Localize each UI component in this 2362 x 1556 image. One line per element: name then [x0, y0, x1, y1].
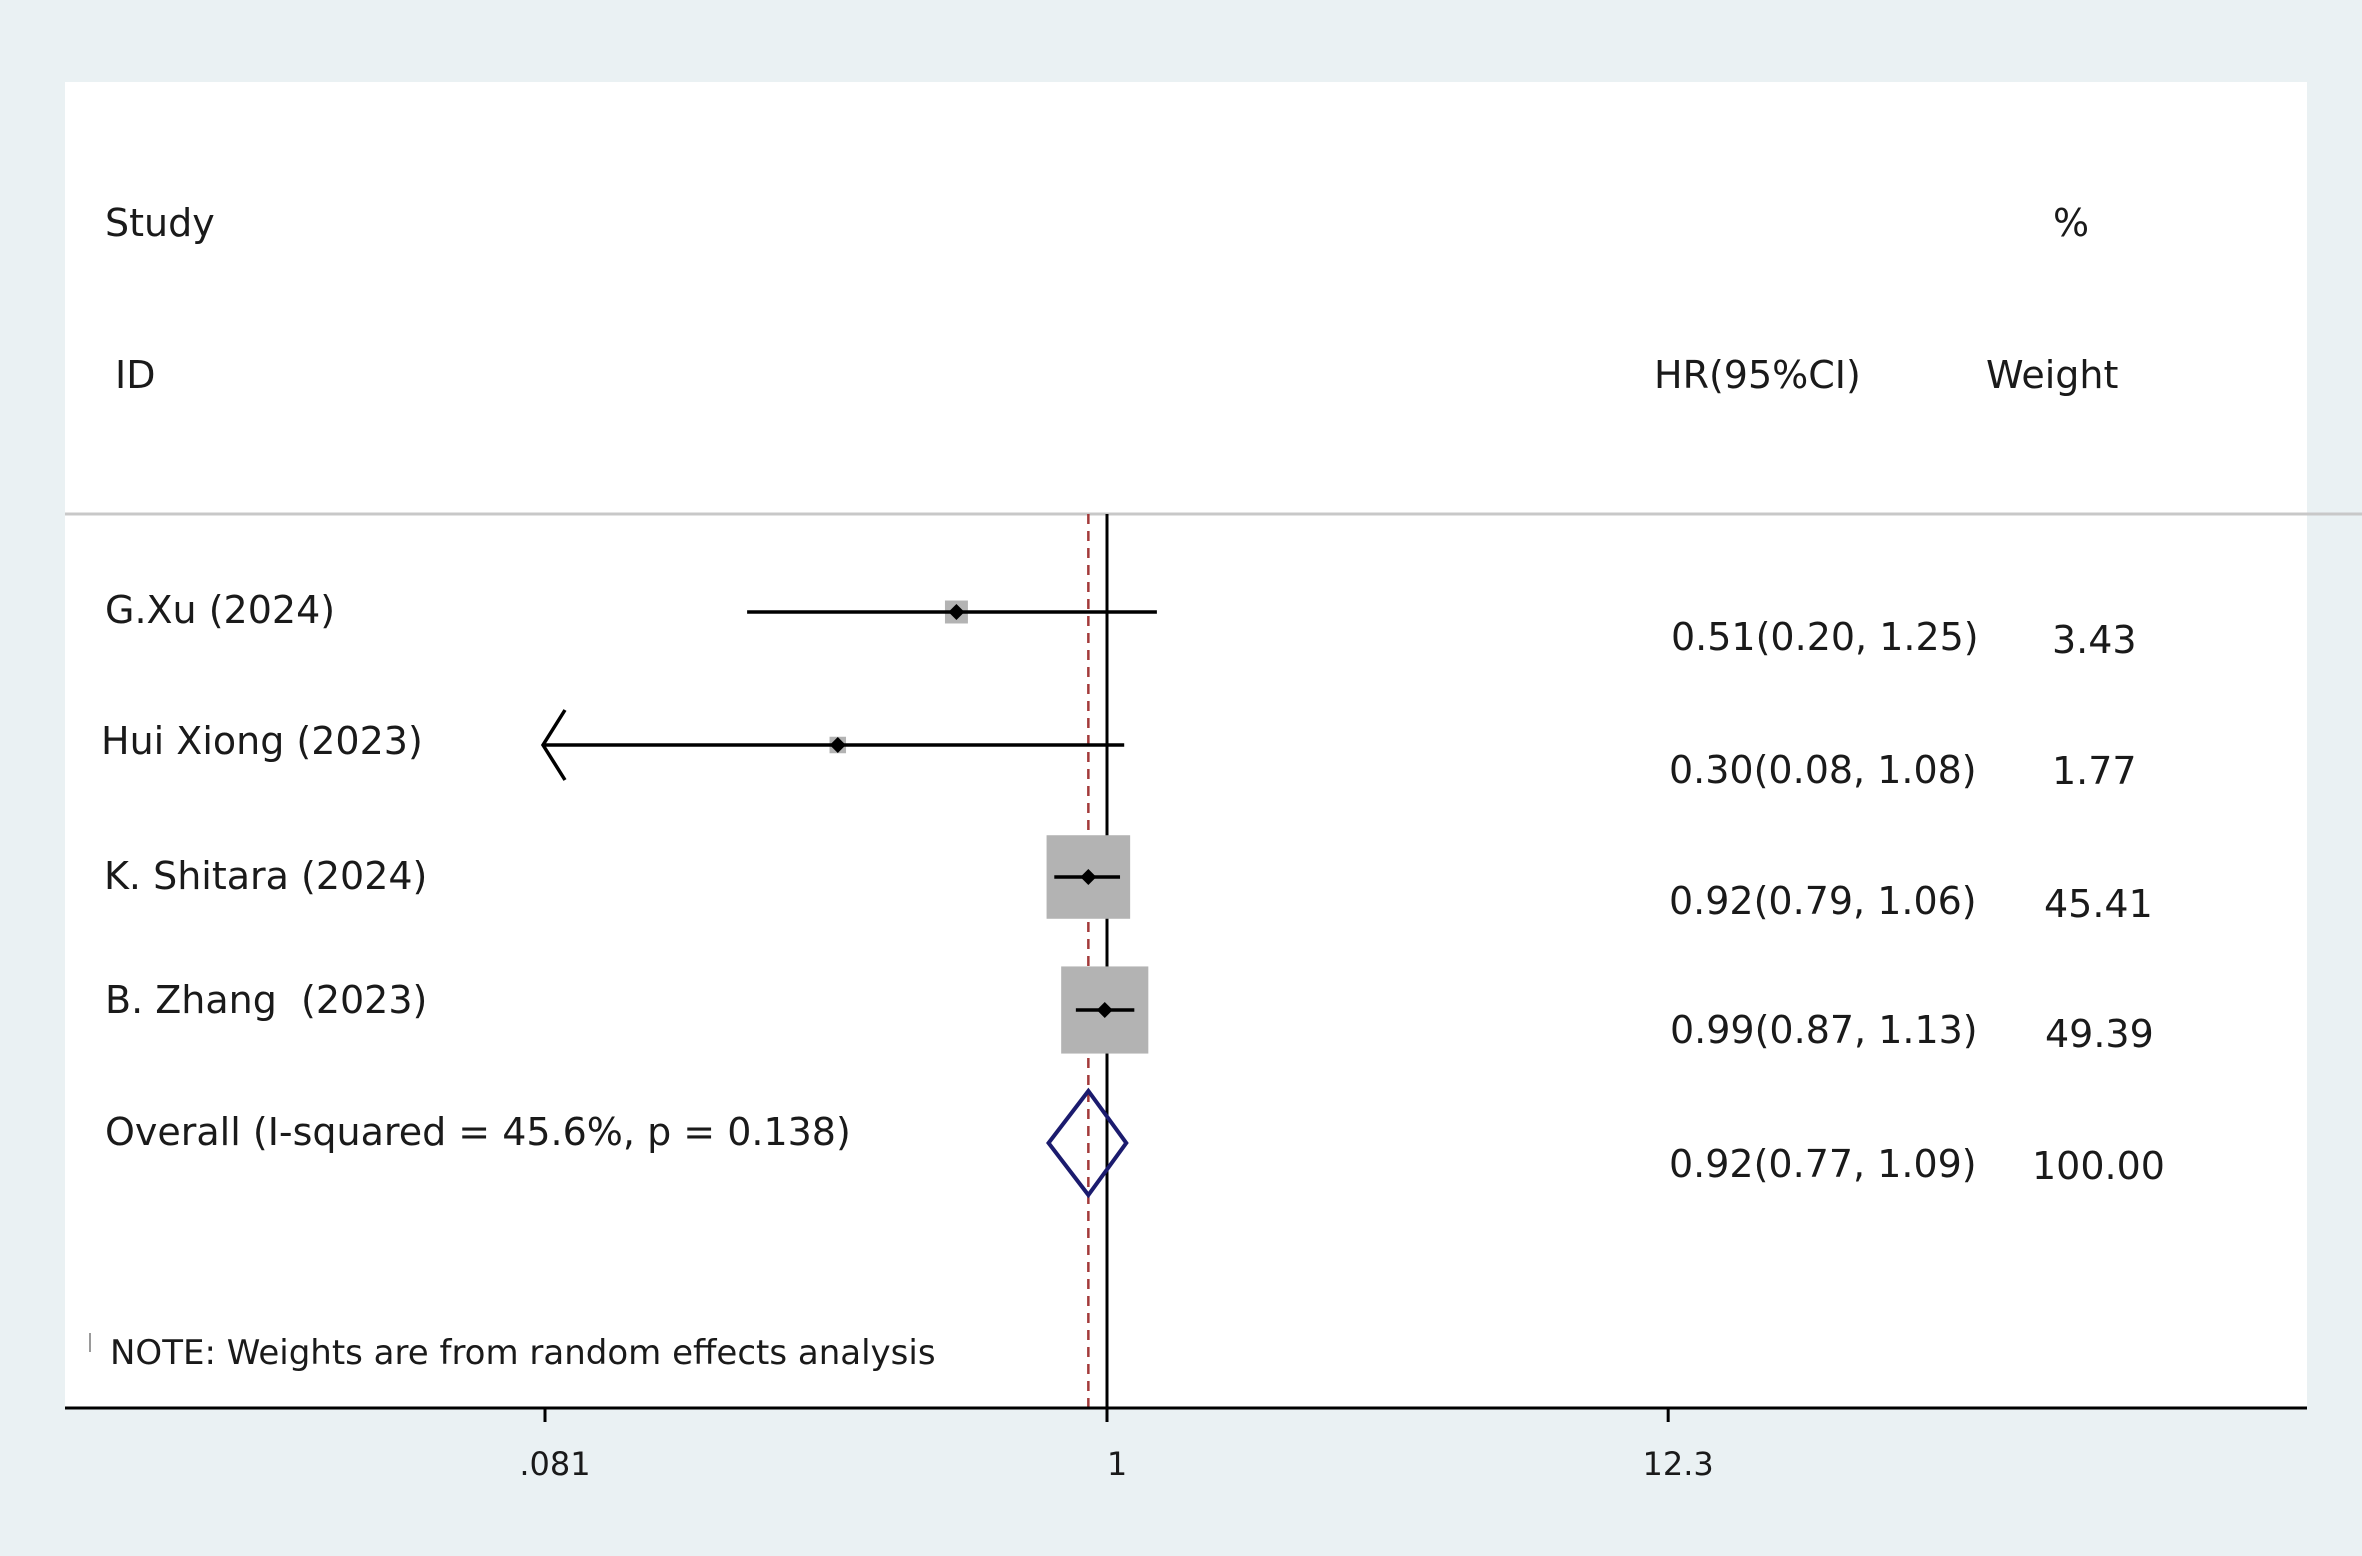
weight-header: Weight	[1986, 353, 2119, 397]
x-tick-label: .081	[519, 1445, 590, 1483]
study-label: Hui Xiong (2023)	[101, 719, 423, 763]
point-estimate	[829, 737, 846, 753]
id-header: ID	[115, 353, 156, 397]
study-label: K. Shitara (2024)	[104, 854, 428, 898]
overall-diamond	[1046, 1087, 1129, 1199]
percent-header: %	[2053, 201, 2090, 245]
overall-weight-text: 100.00	[2032, 1144, 2165, 1188]
study-label: B. Zhang (2023)	[105, 978, 428, 1022]
x-tick-label: 1	[1107, 1445, 1127, 1483]
study-weight-text: 1.77	[2052, 749, 2137, 793]
study-label: G.Xu (2024)	[105, 588, 336, 632]
point-estimate	[1096, 1002, 1113, 1018]
overall-label: Overall (I-squared = 45.6%, p = 0.138)	[105, 1110, 851, 1154]
note-text: NOTE: Weights are from random effects an…	[110, 1333, 936, 1373]
point-estimate	[948, 604, 965, 620]
study-ci-text: 0.92(0.79, 1.06)	[1669, 879, 1977, 923]
point-estimate	[1080, 869, 1097, 885]
x-tick-label: 12.3	[1643, 1445, 1714, 1483]
effect-header: HR(95%CI)	[1654, 353, 1861, 397]
study-ci-text: 0.30(0.08, 1.08)	[1669, 748, 1977, 792]
overall-ci-text: 0.92(0.77, 1.09)	[1669, 1142, 1977, 1186]
ci-arrow-left	[540, 709, 567, 781]
study-header: Study	[105, 201, 215, 245]
plot-panel	[65, 82, 2307, 1409]
study-ci-text: 0.99(0.87, 1.13)	[1670, 1008, 1978, 1052]
study-weight-text: 45.41	[2044, 882, 2153, 926]
study-ci-text: 0.51(0.20, 1.25)	[1671, 615, 1979, 659]
study-weight-text: 3.43	[2052, 618, 2137, 662]
study-weight-text: 49.39	[2045, 1012, 2154, 1056]
